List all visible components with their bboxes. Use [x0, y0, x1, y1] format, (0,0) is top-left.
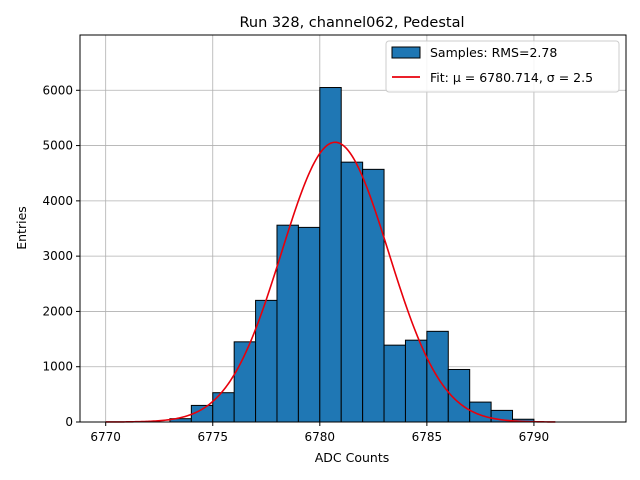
legend-fit-label: Fit: μ = 6780.714, σ = 2.5 — [430, 70, 593, 85]
y-tick-label: 5000 — [42, 139, 73, 153]
x-tick-label: 6790 — [519, 430, 550, 444]
x-tick-label: 6785 — [412, 430, 443, 444]
legend-bars-swatch — [391, 46, 421, 59]
x-tick-label: 6770 — [90, 430, 121, 444]
legend-box — [385, 40, 620, 93]
legend: Samples: RMS=2.78 Fit: μ = 6780.714, σ =… — [385, 40, 620, 93]
fit-curve-layer — [105, 141, 556, 423]
y-tick-label: 2000 — [42, 304, 73, 318]
x-tick-label: 6775 — [197, 430, 228, 444]
histogram-bar — [297, 226, 321, 423]
x-axis-label: ADC Counts — [315, 450, 390, 465]
y-tick-label: 1000 — [42, 360, 73, 374]
gaussian-fit-curve — [105, 141, 556, 423]
histogram-bar — [212, 392, 235, 423]
x-tick-label: 6780 — [305, 430, 336, 444]
y-tick-label: 6000 — [42, 83, 73, 97]
histogram-bars — [169, 87, 535, 423]
histogram-bar — [383, 344, 406, 423]
y-tick-label: 3000 — [42, 249, 73, 263]
histogram-bar — [340, 161, 364, 423]
histogram-bar — [319, 87, 342, 423]
x-axis-ticks: 6770 6775 6780 6785 6790 — [90, 422, 549, 444]
chart-title: Run 328, channel062, Pedestal — [239, 15, 464, 31]
y-axis-label: Entries — [14, 206, 29, 250]
plot-frame — [79, 34, 627, 423]
y-axis-ticks: 0 1000 2000 3000 4000 5000 6000 — [42, 83, 80, 429]
legend-bars-label: Samples: RMS=2.78 — [430, 45, 557, 60]
y-tick-label: 0 — [65, 415, 73, 429]
y-tick-label: 4000 — [42, 194, 73, 208]
